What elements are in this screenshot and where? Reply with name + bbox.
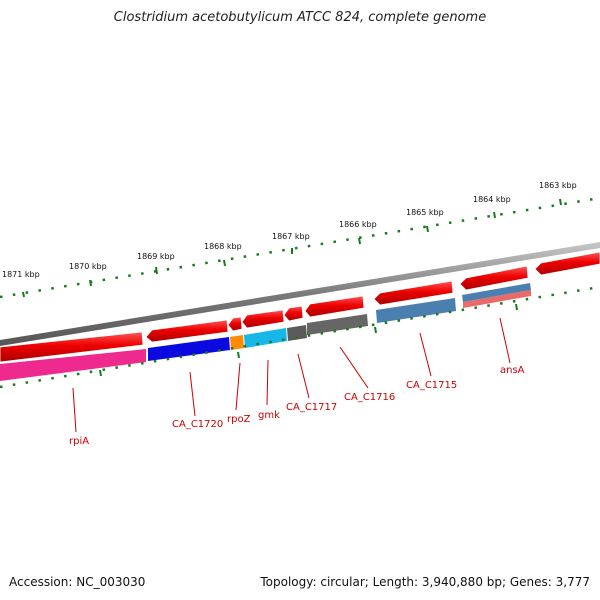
gene-arrow [459, 265, 529, 291]
major-tick [89, 279, 92, 287]
gene-ca-c1715 [376, 298, 456, 323]
gene-arrow [145, 319, 229, 343]
major-tick [99, 369, 102, 377]
gene-label-ca-c1716: CA_C1716 [344, 392, 395, 403]
genome-title: Clostridium acetobutylicum ATCC 824, com… [113, 10, 487, 25]
ruler-label: 1868 kbp [204, 242, 242, 251]
major-tick [493, 211, 496, 219]
gene-label-ansA: ansA [500, 365, 525, 376]
gene-ca-c1720 [148, 337, 230, 361]
ruler-label: 1867 kbp [272, 232, 310, 241]
major-tick [22, 291, 25, 298]
gene-label-rpiA: rpiA [69, 436, 89, 447]
ruler-label: 1869 kbp [137, 252, 175, 261]
major-tick [515, 303, 518, 311]
outer-ruler [0, 196, 600, 299]
major-tick [358, 237, 361, 245]
gene-ansA-top [462, 283, 531, 302]
gene-ca-c1716 [307, 314, 368, 335]
gene-rpiA [0, 349, 146, 381]
topology-text: Topology: circular; Length: 3,940,880 bp… [260, 575, 590, 589]
leader-ca-c1720 [189, 371, 196, 417]
gene-label-gmk: gmk [258, 410, 280, 421]
gene-track [0, 283, 531, 381]
gene-ansA [463, 290, 531, 308]
gene-gmk [244, 328, 287, 348]
ruler-label: 1865 kbp [406, 208, 444, 217]
gene-label-rpoZ: rpoZ [227, 414, 251, 425]
major-tick [237, 351, 240, 359]
inner-ruler [0, 285, 600, 389]
ruler-label: 1863 kbp [539, 181, 577, 190]
leader-rpiA [72, 387, 77, 433]
gene-label-ca-c1720: CA_C1720 [172, 419, 223, 430]
major-tick [559, 198, 562, 206]
gene-arrow [373, 280, 454, 306]
gene-rpoZ [230, 335, 244, 350]
gene-ca-c1717 [287, 325, 307, 341]
ruler-label: 1866 kbp [339, 220, 377, 229]
genome-backbone [0, 242, 600, 346]
gene-arrow [241, 309, 285, 329]
forward-strand [0, 251, 600, 363]
leader-ca-c1716 [339, 346, 369, 389]
gene-label-ca-c1715: CA_C1715 [406, 380, 457, 391]
leader-ca-c1717 [297, 353, 310, 399]
ruler-label: 1870 kbp [69, 262, 107, 271]
leader-lines [72, 317, 511, 433]
ruler-label: 1864 kbp [473, 195, 511, 204]
leader-ansA [499, 317, 511, 364]
gene-label-ca-c1717: CA_C1717 [286, 402, 337, 413]
gene-arrow [283, 305, 304, 322]
ruler-label: 1871 kbp [2, 270, 40, 279]
major-tick [223, 259, 226, 267]
gene-arrow [304, 295, 365, 318]
leader-rpoZ [235, 362, 241, 411]
gene-arrow [534, 251, 600, 276]
major-tick [374, 326, 377, 334]
gene-arrow [0, 331, 144, 363]
major-tick [426, 225, 429, 233]
leader-gmk [266, 359, 269, 406]
leader-ca-c1715 [419, 332, 432, 377]
gene-arrow [227, 316, 243, 332]
major-tick [155, 266, 158, 275]
accession-text: Accession: NC_003030 [9, 575, 146, 589]
